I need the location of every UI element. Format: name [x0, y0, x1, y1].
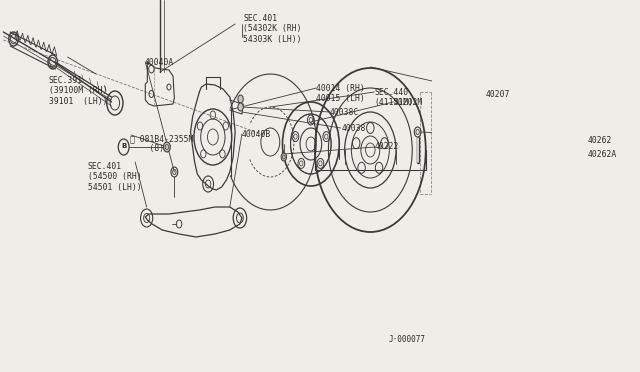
Text: B: B: [121, 143, 126, 149]
Text: 40040B: 40040B: [242, 130, 271, 139]
Text: SEC.391
(39100M (RH)
39101  (LH)): SEC.391 (39100M (RH) 39101 (LH)): [49, 76, 107, 106]
Text: 40222: 40222: [374, 142, 399, 151]
Text: 40202M: 40202M: [394, 98, 423, 107]
Circle shape: [238, 95, 243, 103]
Circle shape: [164, 142, 170, 152]
Text: 40040A: 40040A: [145, 58, 174, 67]
Text: 40038: 40038: [341, 124, 365, 133]
Circle shape: [281, 153, 287, 161]
Text: SEC.440
(41151M): SEC.440 (41151M): [374, 88, 413, 108]
Text: SEC.401
(54500 (RH)
54501 (LH)): SEC.401 (54500 (RH) 54501 (LH)): [88, 162, 141, 192]
Text: SEC.401
(54302K (RH)
54303K (LH)): SEC.401 (54302K (RH) 54303K (LH)): [243, 14, 302, 44]
Text: 40038C: 40038C: [330, 108, 359, 117]
Text: 40262A: 40262A: [588, 150, 617, 159]
Text: 40207: 40207: [485, 90, 509, 99]
Text: Ⓑ 081B4-2355M
    (8): Ⓑ 081B4-2355M (8): [130, 134, 193, 153]
Text: 40014 (RH)
40015 (LH): 40014 (RH) 40015 (LH): [316, 84, 365, 103]
Text: J·000077: J·000077: [388, 335, 426, 344]
Text: 40262: 40262: [588, 136, 612, 145]
Circle shape: [238, 103, 243, 111]
